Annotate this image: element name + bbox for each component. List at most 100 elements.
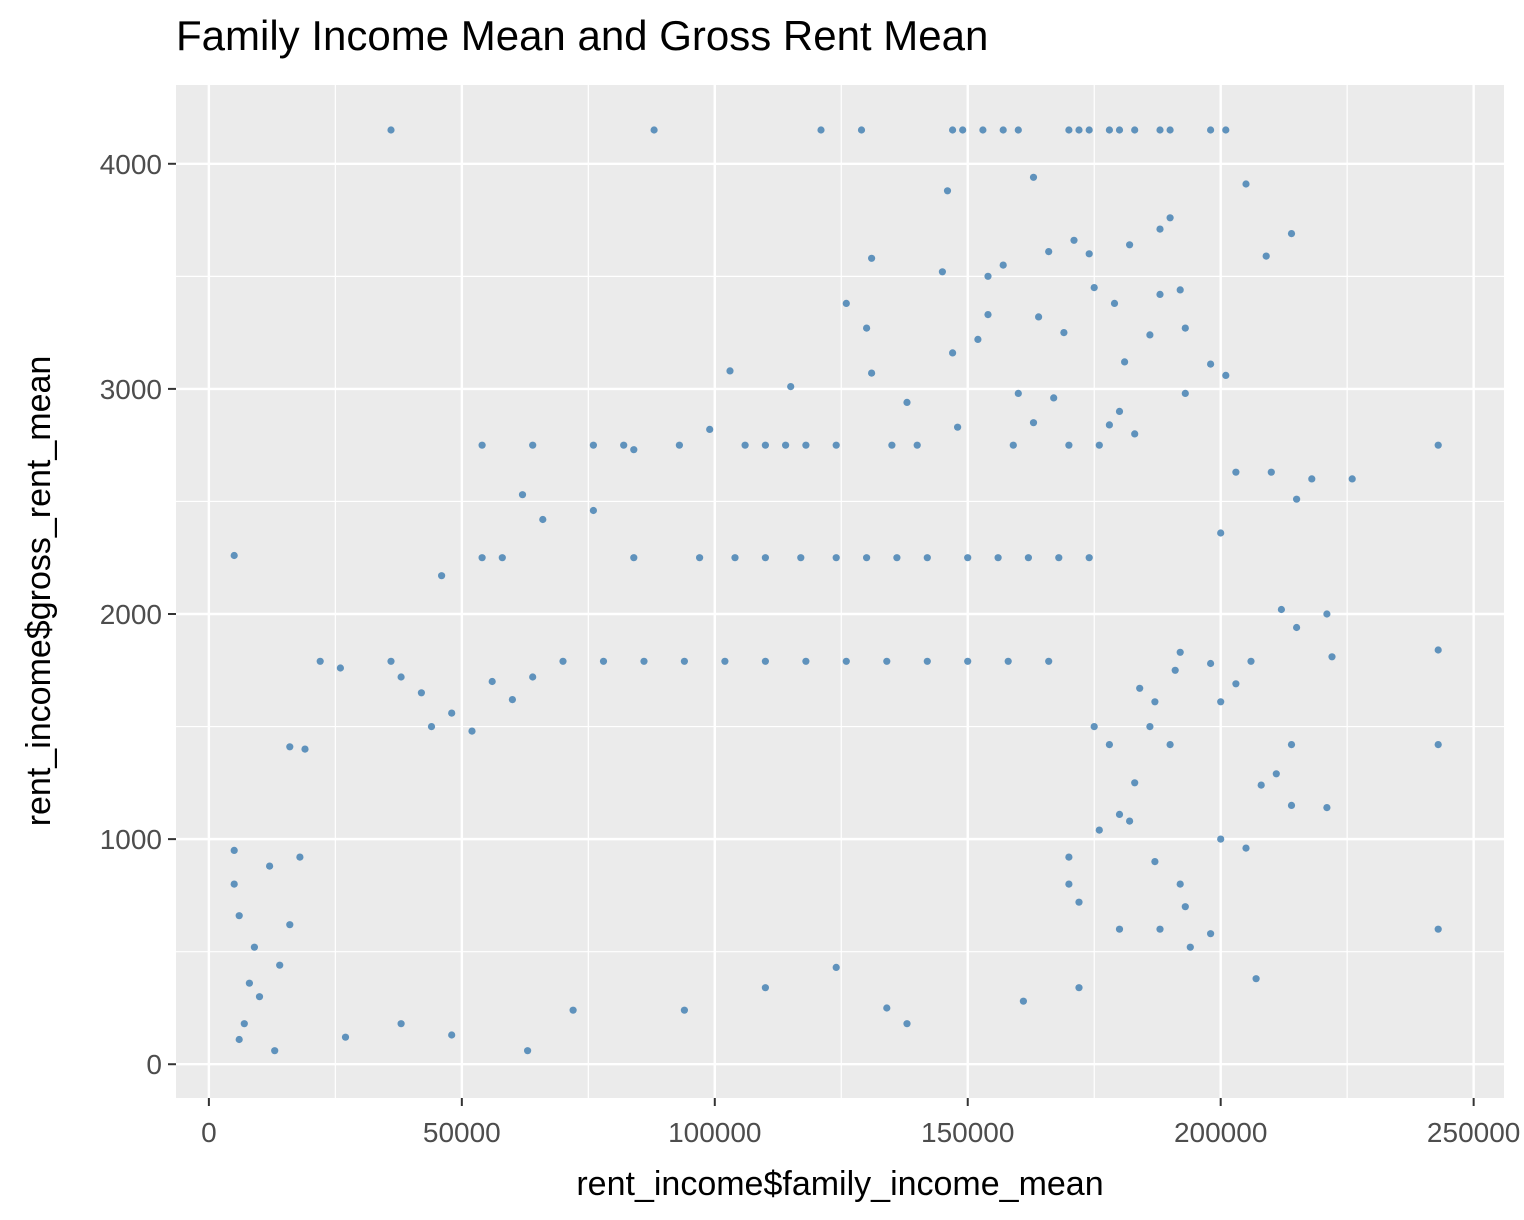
data-point xyxy=(1090,723,1098,731)
data-point xyxy=(974,335,982,343)
data-point xyxy=(1115,126,1124,134)
data-point xyxy=(508,696,516,704)
data-point xyxy=(1065,853,1073,861)
data-point xyxy=(1085,250,1093,258)
data-point xyxy=(341,1033,350,1041)
x-tick-label: 250000 xyxy=(1427,1117,1520,1148)
data-point xyxy=(842,657,850,665)
data-point xyxy=(1323,610,1331,618)
plot-panel xyxy=(176,85,1504,1098)
data-point xyxy=(994,554,1002,562)
data-point xyxy=(1181,389,1189,397)
data-point xyxy=(1019,997,1027,1005)
data-point xyxy=(650,126,658,134)
data-point xyxy=(1151,858,1159,866)
data-point xyxy=(438,572,446,580)
data-point xyxy=(488,677,496,686)
data-point xyxy=(1131,430,1139,438)
data-point xyxy=(478,441,486,449)
data-point xyxy=(276,961,284,969)
data-point xyxy=(883,1004,891,1012)
data-point xyxy=(1328,653,1336,661)
data-point xyxy=(842,299,850,307)
data-point xyxy=(1262,252,1270,260)
data-point xyxy=(1287,230,1296,238)
data-point xyxy=(741,441,749,449)
data-point xyxy=(984,311,992,319)
data-point xyxy=(235,1035,243,1044)
data-point xyxy=(1105,421,1113,429)
data-point xyxy=(1247,657,1255,665)
data-point xyxy=(1207,126,1215,134)
data-point xyxy=(1181,903,1189,911)
data-point xyxy=(1045,248,1053,256)
data-point xyxy=(1136,684,1144,692)
data-point xyxy=(802,441,810,449)
data-point xyxy=(949,126,957,134)
x-tick-label: 0 xyxy=(201,1117,217,1148)
data-point xyxy=(1121,358,1129,366)
data-point xyxy=(959,126,967,134)
data-point xyxy=(1434,741,1442,749)
data-point xyxy=(782,441,790,449)
data-point xyxy=(979,126,987,134)
data-point xyxy=(1166,126,1174,134)
x-tick-label: 150000 xyxy=(921,1117,1014,1148)
data-point xyxy=(1024,554,1032,562)
data-point xyxy=(1055,554,1063,562)
data-point xyxy=(1434,441,1442,449)
data-point xyxy=(863,554,871,562)
data-point xyxy=(387,657,395,665)
data-point xyxy=(336,664,344,672)
data-point xyxy=(1060,329,1068,337)
data-point xyxy=(1287,801,1296,810)
data-point xyxy=(1029,173,1038,181)
data-points xyxy=(230,126,1442,1055)
data-point xyxy=(696,554,704,562)
major-gridlines xyxy=(176,85,1504,1098)
data-point xyxy=(761,554,770,562)
data-point xyxy=(1090,284,1098,292)
data-point xyxy=(1115,925,1124,933)
data-point xyxy=(964,554,972,562)
data-point xyxy=(1004,657,1012,665)
data-point xyxy=(569,1006,577,1014)
data-point xyxy=(630,446,638,454)
data-point xyxy=(589,506,598,515)
data-point xyxy=(1207,659,1215,668)
data-point xyxy=(1434,925,1442,933)
data-point xyxy=(539,515,547,524)
data-point xyxy=(938,268,947,276)
data-point xyxy=(1095,826,1103,834)
data-point xyxy=(1156,925,1164,933)
data-point xyxy=(1050,394,1058,402)
x-tick-label: 100000 xyxy=(668,1117,761,1148)
data-point xyxy=(316,657,324,665)
data-point xyxy=(1176,880,1184,888)
data-point xyxy=(498,554,506,562)
data-point xyxy=(1029,419,1038,427)
x-tick-label: 50000 xyxy=(423,1117,501,1148)
data-point xyxy=(1085,554,1093,562)
data-point xyxy=(802,657,810,665)
y-axis: 0 1000 2000 3000 4000 xyxy=(100,149,176,1080)
data-point xyxy=(868,369,876,377)
data-point xyxy=(999,126,1007,134)
data-point xyxy=(1146,331,1154,339)
data-point xyxy=(832,441,840,449)
data-point xyxy=(1065,126,1073,134)
data-point xyxy=(1207,360,1215,368)
data-point xyxy=(1217,835,1225,843)
data-point xyxy=(1105,741,1113,749)
data-point xyxy=(1115,407,1124,415)
data-point xyxy=(1171,666,1179,674)
data-point xyxy=(599,657,608,665)
data-point xyxy=(529,441,537,449)
data-point xyxy=(589,441,598,449)
data-point xyxy=(266,862,274,870)
data-point xyxy=(250,943,258,951)
data-point xyxy=(1232,680,1240,688)
data-point xyxy=(943,187,952,195)
data-point xyxy=(761,657,770,665)
data-point xyxy=(1045,657,1053,665)
